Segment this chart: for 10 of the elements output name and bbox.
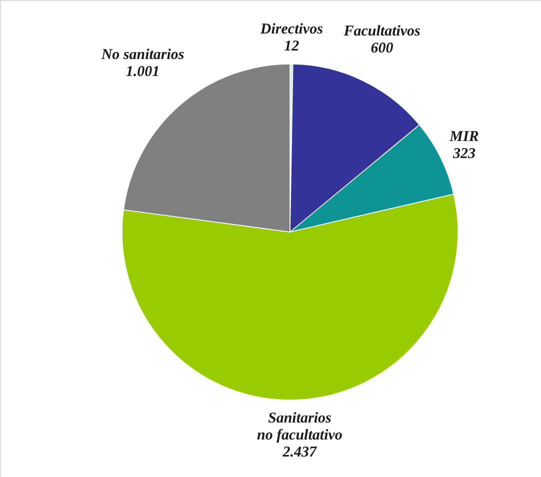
- slice-label: No sanitarios: [100, 46, 184, 63]
- slice-label: MIR: [448, 128, 479, 145]
- slice-label: Facultativos: [342, 24, 421, 40]
- data-label: 323: [452, 146, 476, 162]
- slice-label: Sanitarios no facultativo: [256, 410, 342, 444]
- data-label: 2.437: [282, 444, 318, 460]
- data-label: 600: [370, 40, 394, 57]
- data-label: 12: [284, 38, 300, 55]
- slice-label: Directivos: [259, 22, 324, 38]
- data-label: 1.001: [126, 64, 160, 80]
